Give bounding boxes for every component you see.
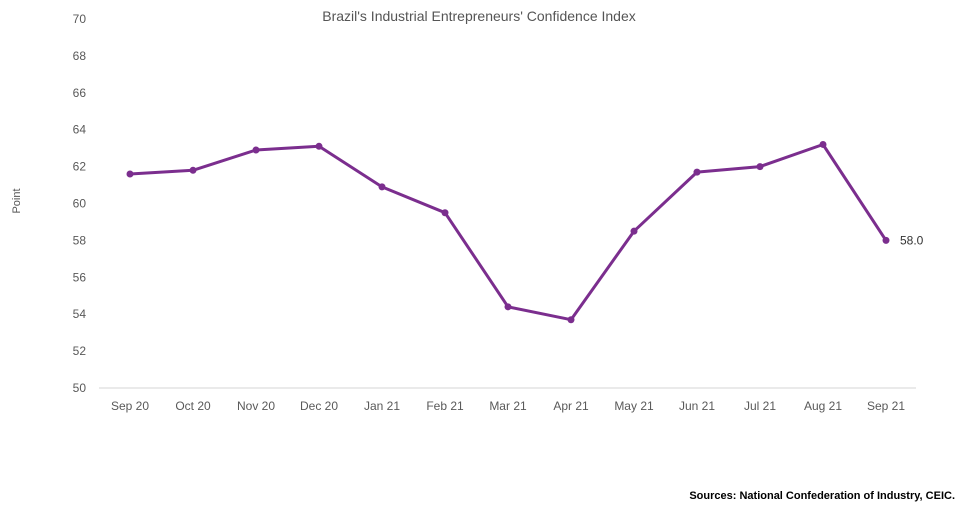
y-tick-label: 64: [73, 123, 87, 137]
data-point: [819, 140, 827, 148]
y-tick-label: 68: [73, 49, 87, 63]
x-tick-label: Dec 20: [300, 399, 338, 413]
y-tick-label: 58: [73, 233, 87, 247]
data-label-last: 58.0: [900, 233, 924, 247]
x-tick-label: Sep 20: [111, 399, 149, 413]
x-tick-label: Jan 21: [364, 399, 400, 413]
x-tick-labels: Sep 20 Oct 20 Nov 20 Dec 20 Jan 21 Feb 21 Mar …: [111, 399, 905, 413]
x-tick-label: Jul 21: [744, 399, 776, 413]
data-points: [126, 140, 890, 324]
x-tick-label: Feb 21: [426, 399, 464, 413]
x-tick-label: Sep 21: [867, 399, 905, 413]
data-point: [567, 316, 575, 324]
data-point: [882, 236, 890, 244]
data-point: [756, 163, 764, 171]
y-tick-label: 52: [73, 344, 87, 358]
chart-title: Brazil's Industrial Entrepreneurs' Confi…: [322, 8, 636, 24]
data-point: [441, 209, 449, 217]
data-point: [315, 142, 323, 150]
x-tick-label: May 21: [614, 399, 654, 413]
data-point: [189, 166, 197, 174]
data-point: [630, 227, 638, 235]
data-point: [252, 146, 260, 154]
data-point: [693, 168, 701, 176]
data-point: [378, 183, 386, 191]
x-tick-label: Nov 20: [237, 399, 275, 413]
y-tick-labels: 50 52 54 56 58 60 62 64 66 68 70: [73, 12, 87, 395]
data-point: [126, 170, 134, 178]
y-tick-label: 60: [73, 197, 87, 211]
y-tick-label: 50: [73, 381, 87, 395]
x-tick-label: Apr 21: [553, 399, 589, 413]
x-tick-label: Aug 21: [804, 399, 842, 413]
series-line: [128, 143, 888, 322]
y-axis-label: Point: [11, 188, 23, 213]
x-tick-label: Oct 20: [175, 399, 211, 413]
y-tick-label: 66: [73, 86, 87, 100]
y-tick-label: 56: [73, 270, 87, 284]
x-tick-label: Jun 21: [679, 399, 715, 413]
source-note: Sources: National Confederation of Indus…: [689, 490, 955, 502]
x-tick-label: Mar 21: [489, 399, 527, 413]
data-point: [504, 303, 512, 311]
y-tick-label: 54: [73, 307, 87, 321]
y-tick-label: 70: [73, 12, 87, 26]
y-tick-label: 62: [73, 160, 87, 174]
